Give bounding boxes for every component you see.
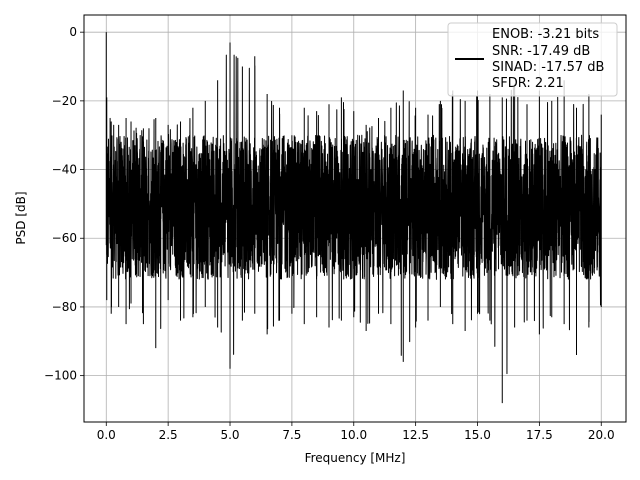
psd-series-line xyxy=(105,32,602,404)
x-tick-label: 17.5 xyxy=(526,428,553,442)
psd-trace xyxy=(105,32,602,404)
x-tick-label: 5.0 xyxy=(220,428,239,442)
x-tick-label: 2.5 xyxy=(159,428,178,442)
y-tick-label: −20 xyxy=(52,94,77,108)
legend-entry-snr: SNR: -17.49 dB xyxy=(492,44,590,59)
x-tick-label: 20.0 xyxy=(588,428,615,442)
y-tick-label: −60 xyxy=(52,231,77,245)
y-tick-label: −100 xyxy=(44,369,77,383)
axis-ticks: 0.0 2.5 5.0 7.5 10.0 12.5 15.0 17.5 20.0 0 −20 −40 −… xyxy=(44,25,615,442)
legend-entry-sinad: SINAD: -17.57 dB xyxy=(492,60,604,75)
x-tick-label: 10.0 xyxy=(340,428,367,442)
y-tick-label: 0 xyxy=(69,25,77,39)
legend: ENOB: -3.21 bits SNR: -17.49 dB SINAD: -… xyxy=(447,22,618,97)
y-tick-label: −40 xyxy=(52,163,77,177)
legend-entry-sfdr: SFDR: 2.21 xyxy=(492,76,564,91)
x-tick-label: 0.0 xyxy=(97,428,116,442)
x-tick-label: 7.5 xyxy=(282,428,301,442)
x-tick-label: 15.0 xyxy=(464,428,491,442)
y-axis-label: PSD [dB] xyxy=(14,191,28,244)
x-axis-label: Frequency [MHz] xyxy=(305,451,406,465)
legend-box xyxy=(447,22,618,97)
legend-entry-enob: ENOB: -3.21 bits xyxy=(492,27,599,42)
y-tick-label: −80 xyxy=(52,300,77,314)
plot-frame xyxy=(83,14,627,423)
x-tick-label: 12.5 xyxy=(402,428,429,442)
